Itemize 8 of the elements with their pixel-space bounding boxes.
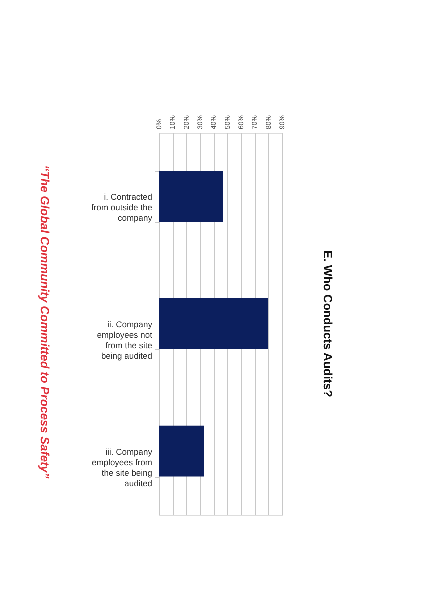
- bar: [159, 426, 204, 477]
- text: “The Global Community Committed to Process Safety”: [38, 165, 52, 479]
- bar: [159, 171, 224, 222]
- text: E. Who Conducts Audits?: [321, 250, 335, 398]
- bar: [159, 298, 268, 350]
- y-tick-label: iii. Company employees from the site being audited: [92, 446, 154, 488]
- y-tick-label: i. Contracted from outside the company: [92, 192, 154, 224]
- y-tick-label: ii. Company employees not from the site being audited: [97, 320, 154, 361]
